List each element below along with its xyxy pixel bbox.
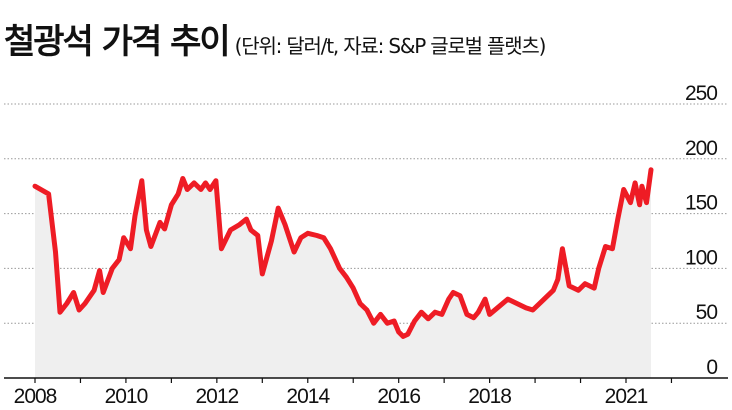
y-tick-label-50: 50 <box>696 301 718 324</box>
x-tick-label-2012: 2012 <box>195 385 238 408</box>
y-tick-labels: 0 50 100 150 200 250 <box>685 82 718 379</box>
series-line-0 <box>32 167 654 339</box>
chart-title: 철광석 가격 추이 <box>4 22 231 62</box>
y-tick-label-100: 100 <box>685 246 717 269</box>
title-row: 철광석 가격 추이 (단위: 달러/t, 자료: S&P 글로벌 플랫츠) <box>4 14 547 63</box>
x-tick-label-2014: 2014 <box>286 385 330 408</box>
x-tick-labels: 2008 2010 2012 2014 2016 2018 2021 <box>14 385 649 408</box>
chart-subtitle: (단위: 달러/t, 자료: S&P 글로벌 플랫츠) <box>234 34 547 58</box>
y-tick-label-150: 150 <box>685 192 717 215</box>
y-tick-label-0: 0 <box>706 356 717 379</box>
x-tick-label-2016: 2016 <box>377 385 420 408</box>
line-layer <box>32 167 654 339</box>
x-tick-label-2021: 2021 <box>605 385 648 408</box>
x-tick-label-2018: 2018 <box>468 385 511 408</box>
y-tick-label-200: 200 <box>685 137 717 160</box>
y-tick-label-250: 250 <box>685 82 717 105</box>
x-tick-label-2008: 2008 <box>14 385 57 408</box>
x-axis <box>4 377 728 383</box>
x-tick-label-2010: 2010 <box>105 385 148 408</box>
